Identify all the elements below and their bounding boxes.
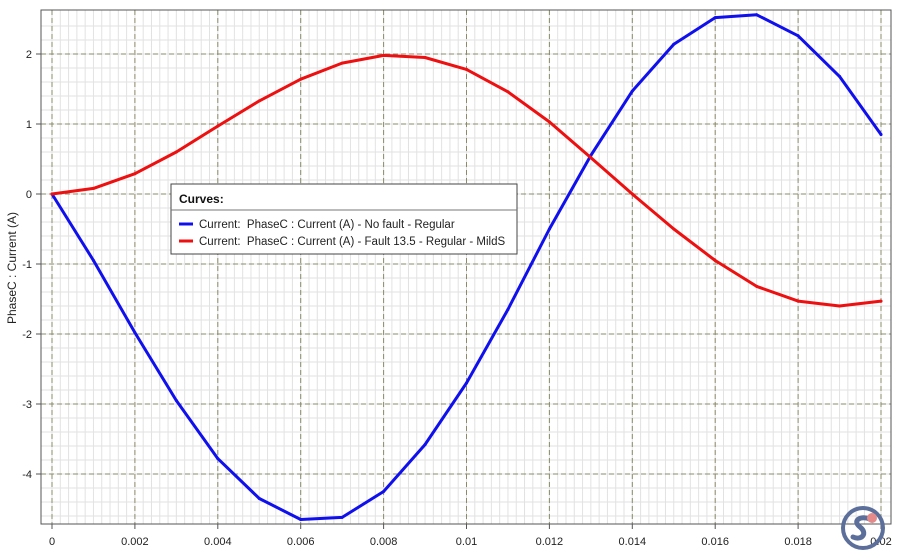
y-tick-label: 0 [26,189,32,201]
point-fault [465,67,468,71]
point-fault [589,156,593,160]
y-axis-title: PhaseC : Current (A) [5,212,19,324]
point-fault [216,124,220,128]
x-tick-label: 0.018 [784,536,812,548]
point-no-fault [713,16,717,20]
point-no-fault [423,443,427,447]
point-no-fault [879,133,883,136]
point-fault [672,227,676,231]
point-fault [879,299,883,303]
point-no-fault [174,399,178,402]
point-no-fault [547,227,551,231]
point-fault [299,77,303,81]
tick-labels: 0 0.002 0.004 0.006 0.008 0.01 0.012 0.014 0.016… [22,49,891,548]
x-tick-label: 0.002 [121,536,149,548]
x-tick-label: 0.014 [619,536,647,548]
point-no-fault [382,490,386,493]
point-no-fault [506,308,510,311]
point-no-fault [340,515,344,519]
x-tick-label: 0.01 [456,536,477,548]
point-fault [547,120,551,124]
point-no-fault [838,74,842,78]
point-fault [340,61,344,65]
y-tick-label: -3 [22,399,32,411]
point-fault [796,299,800,303]
point-fault [174,150,178,154]
point-fault [423,56,427,59]
legend-entry-fault: Current: PhaseC : Current (A) - Fault 13… [199,236,505,248]
point-fault [713,259,717,262]
app-logo-icon [841,506,885,550]
x-tick-label: 0.006 [287,536,315,548]
series-lines [50,13,883,521]
legend-box [170,183,518,255]
point-fault [133,172,137,176]
point-no-fault [257,497,261,500]
x-tick-label: 0.004 [204,536,232,548]
x-tick-label: 0.016 [701,536,729,548]
x-tick-label: 0 [49,536,55,548]
grid [41,10,891,524]
y-tick-label: 1 [26,119,32,131]
point-fault [91,186,95,190]
point-fault [755,284,759,288]
point-no-fault [630,89,634,93]
y-tick-label: -2 [22,329,32,341]
y-tick-label: -4 [22,469,32,481]
y-tick-label: -1 [22,259,32,271]
axes [36,9,892,529]
y-tick-label: 2 [26,49,32,61]
point-fault [382,53,386,57]
legend[interactable]: Curves: Current: PhaseC : Current (A) - … [170,183,518,255]
point-no-fault [299,518,303,521]
point-fault [506,90,510,94]
point-fault [630,192,634,196]
point-no-fault [133,331,137,335]
point-no-fault [672,42,676,46]
point-fault [257,99,261,103]
point-no-fault [796,34,800,38]
point-no-fault [755,13,759,17]
legend-title: Curves: [179,192,224,206]
x-tick-label: 0.008 [370,536,398,548]
point-no-fault [216,457,220,461]
point-no-fault [91,259,95,262]
x-tick-label: 0.012 [536,536,564,548]
point-no-fault [465,381,468,385]
point-fault [50,192,54,196]
legend-entry-no-fault: Current: PhaseC : Current (A) - No fault… [199,219,455,231]
point-fault [838,304,842,308]
